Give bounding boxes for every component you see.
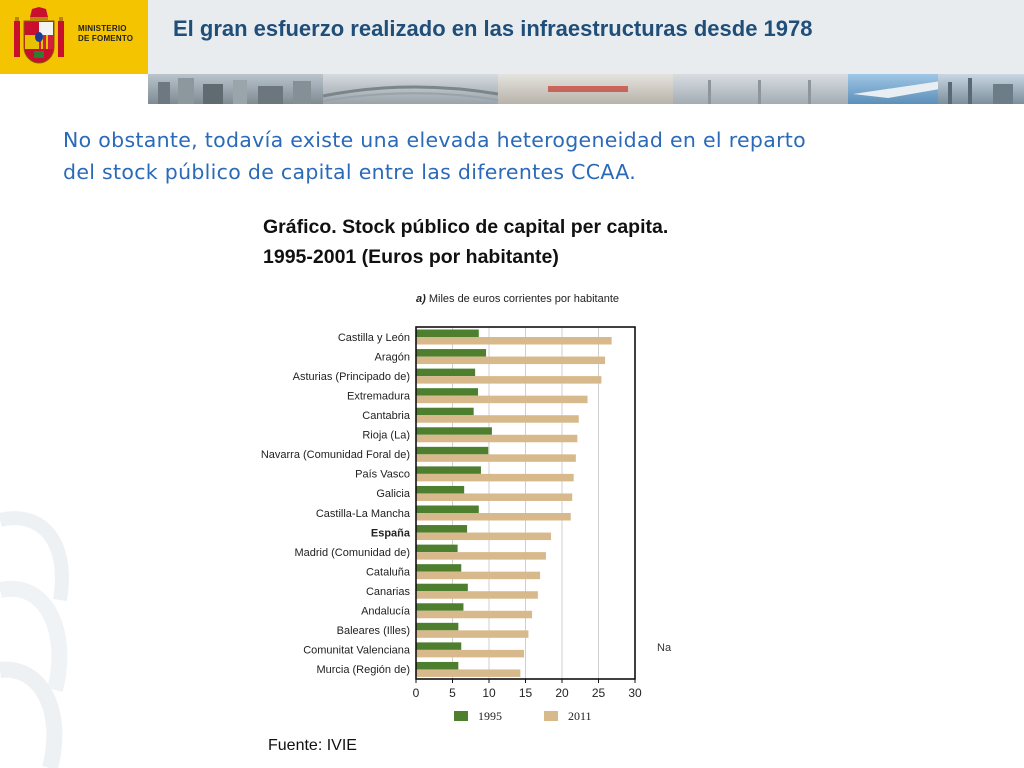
infrastructure-photo-strip [148, 74, 1024, 104]
x-tick-label: 0 [413, 686, 420, 700]
x-tick-label: 25 [592, 686, 606, 700]
coat-of-arms-icon [14, 7, 64, 64]
legend-label-1995: 1995 [478, 709, 502, 723]
category-label: Canarias [366, 586, 411, 598]
category-label: Navarra (Comunidad Foral de) [261, 449, 410, 461]
logo-text-line1: MINISTERIO [78, 24, 127, 33]
legend-swatch-2011 [544, 711, 558, 721]
bar-1995 [416, 661, 459, 670]
bar-2011 [416, 571, 541, 580]
title-bar [148, 0, 1024, 74]
bar-2011 [416, 454, 576, 462]
chart-subtitle-text: Miles de euros corrientes por habitante [429, 293, 619, 305]
subtitle: No obstante, todavía existe una elevada … [63, 124, 983, 188]
category-label: Asturias (Principado de) [293, 371, 410, 383]
bar-1995 [416, 407, 474, 416]
chart-heading-line1: Gráfico. Stock público de capital per ca… [263, 216, 669, 238]
slide-title: El gran esfuerzo realizado en las infrae… [173, 16, 813, 41]
category-label: Murcia (Región de) [316, 664, 410, 676]
category-label: Madrid (Comunidad de) [294, 547, 410, 559]
bar-2011 [416, 513, 571, 521]
category-label: Andalucía [361, 606, 411, 618]
bar-2011 [416, 649, 525, 658]
category-label: Comunitat Valenciana [303, 645, 411, 657]
bar-1995 [416, 427, 492, 435]
bar-2011 [416, 395, 588, 404]
x-tick-label: 15 [519, 686, 533, 700]
bar-2011 [416, 473, 574, 482]
bar-2011 [416, 669, 521, 677]
bar-1995 [416, 564, 462, 572]
bar-2011 [416, 610, 533, 619]
category-label: Rioja (La) [362, 430, 410, 442]
bar-1995 [416, 525, 468, 533]
bar-1995 [416, 446, 489, 455]
category-label: Aragón [375, 351, 410, 363]
x-tick-label: 30 [628, 686, 642, 700]
bar-1995 [416, 544, 458, 553]
category-label: España [371, 527, 411, 539]
category-label: País Vasco [355, 469, 410, 481]
stray-text: Na [657, 642, 672, 654]
bar-2011 [416, 493, 573, 501]
bar-1995 [416, 466, 481, 474]
source-note: Fuente: IVIE [268, 737, 357, 754]
chart-heading-line2: 1995-2001 (Euros por habitante) [263, 246, 559, 268]
x-tick-label: 20 [555, 686, 569, 700]
bar-1995 [416, 329, 479, 337]
logo-text-line2: DE FOMENTO [78, 34, 134, 43]
legend-swatch-1995 [454, 711, 468, 721]
chart-heading: Gráfico. Stock público de capital per ca… [263, 212, 668, 272]
bar-1995 [416, 505, 479, 513]
subtitle-line1: No obstante, todavía existe una elevada … [63, 128, 806, 152]
bar-2011 [416, 591, 538, 599]
category-label: Castilla-La Mancha [316, 508, 411, 520]
bar-2011 [416, 532, 552, 541]
x-tick-label: 5 [449, 686, 456, 700]
bar-1995 [416, 388, 479, 396]
bar-2011 [416, 552, 546, 560]
category-label: Cantabria [362, 410, 411, 422]
chart-subtitle-prefix: a) [416, 293, 429, 305]
ministry-logo: MINISTERIO DE FOMENTO [0, 0, 148, 74]
bar-1995 [416, 583, 468, 592]
category-label: Castilla y León [338, 332, 410, 344]
bar-2011 [416, 434, 578, 443]
bar-2011 [416, 337, 612, 345]
x-tick-label: 10 [482, 686, 496, 700]
bar-1995 [416, 349, 487, 357]
bar-2011 [416, 630, 529, 638]
bar-2011 [416, 356, 606, 365]
category-label: Galicia [376, 488, 411, 500]
bar-1995 [416, 622, 459, 631]
bar-1995 [416, 603, 464, 611]
decorative-curves [0, 511, 69, 768]
bar-1995 [416, 368, 476, 377]
bar-1995 [416, 485, 465, 494]
category-label: Cataluña [366, 566, 411, 578]
bar-1995 [416, 642, 462, 650]
bar-2011 [416, 415, 579, 423]
legend-label-2011: 2011 [568, 709, 592, 723]
bar-2011 [416, 376, 602, 384]
category-label: Baleares (Illes) [337, 625, 410, 637]
bar-chart: a) Miles de euros corrientes por habitan… [261, 293, 642, 723]
chart-subtitle: a) Miles de euros corrientes por habitan… [416, 293, 619, 305]
subtitle-line2: del stock público de capital entre las d… [63, 160, 637, 184]
category-label: Extremadura [347, 390, 411, 402]
